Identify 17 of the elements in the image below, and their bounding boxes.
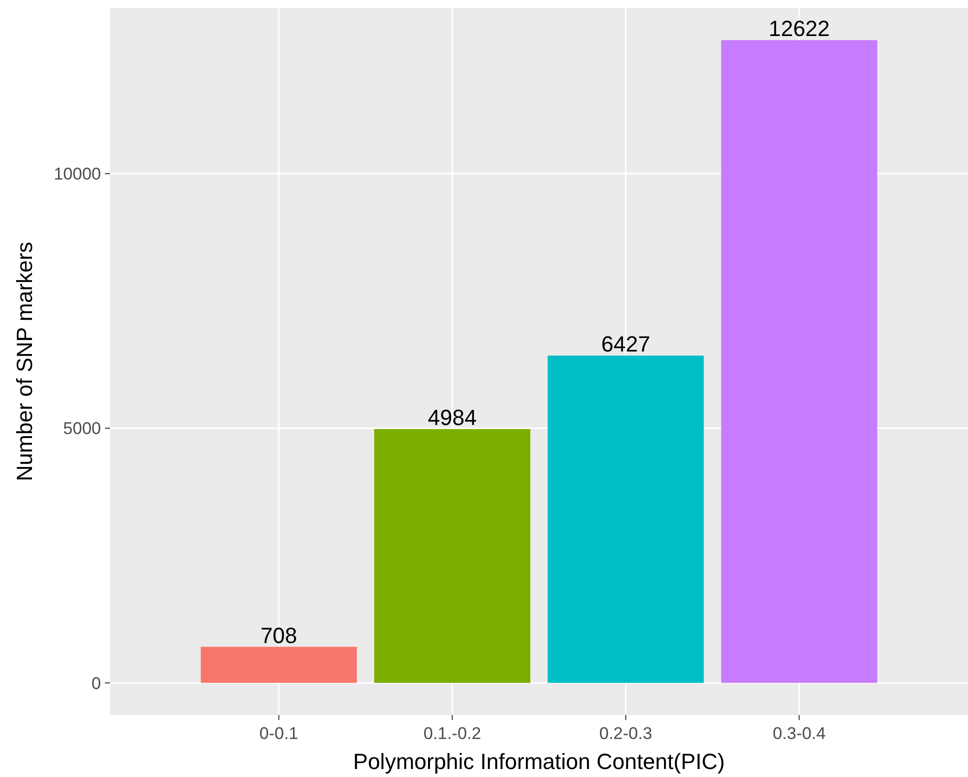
y-tick-label: 0 <box>92 674 101 693</box>
data-label: 708 <box>260 622 298 648</box>
bar <box>721 40 878 683</box>
y-axis-title: Number of SNP markers <box>12 242 37 482</box>
data-label: 12622 <box>768 16 830 42</box>
y-tick-label: 10000 <box>54 164 101 184</box>
x-tick-label: 0-0.1 <box>259 724 298 743</box>
data-label: 4984 <box>428 405 477 430</box>
bar <box>548 356 704 683</box>
x-tick-label: 0.2-0.3 <box>599 724 652 743</box>
bar <box>200 646 357 683</box>
x-axis-title: Polymorphic Information Content(PIC) <box>353 749 725 774</box>
bar <box>374 429 530 683</box>
data-label: 6427 <box>601 332 650 357</box>
y-tick-label: 5000 <box>63 419 101 438</box>
x-tick-label: 0.1.-0.2 <box>423 724 482 743</box>
x-tick-label: 0.3-0.4 <box>772 724 826 743</box>
